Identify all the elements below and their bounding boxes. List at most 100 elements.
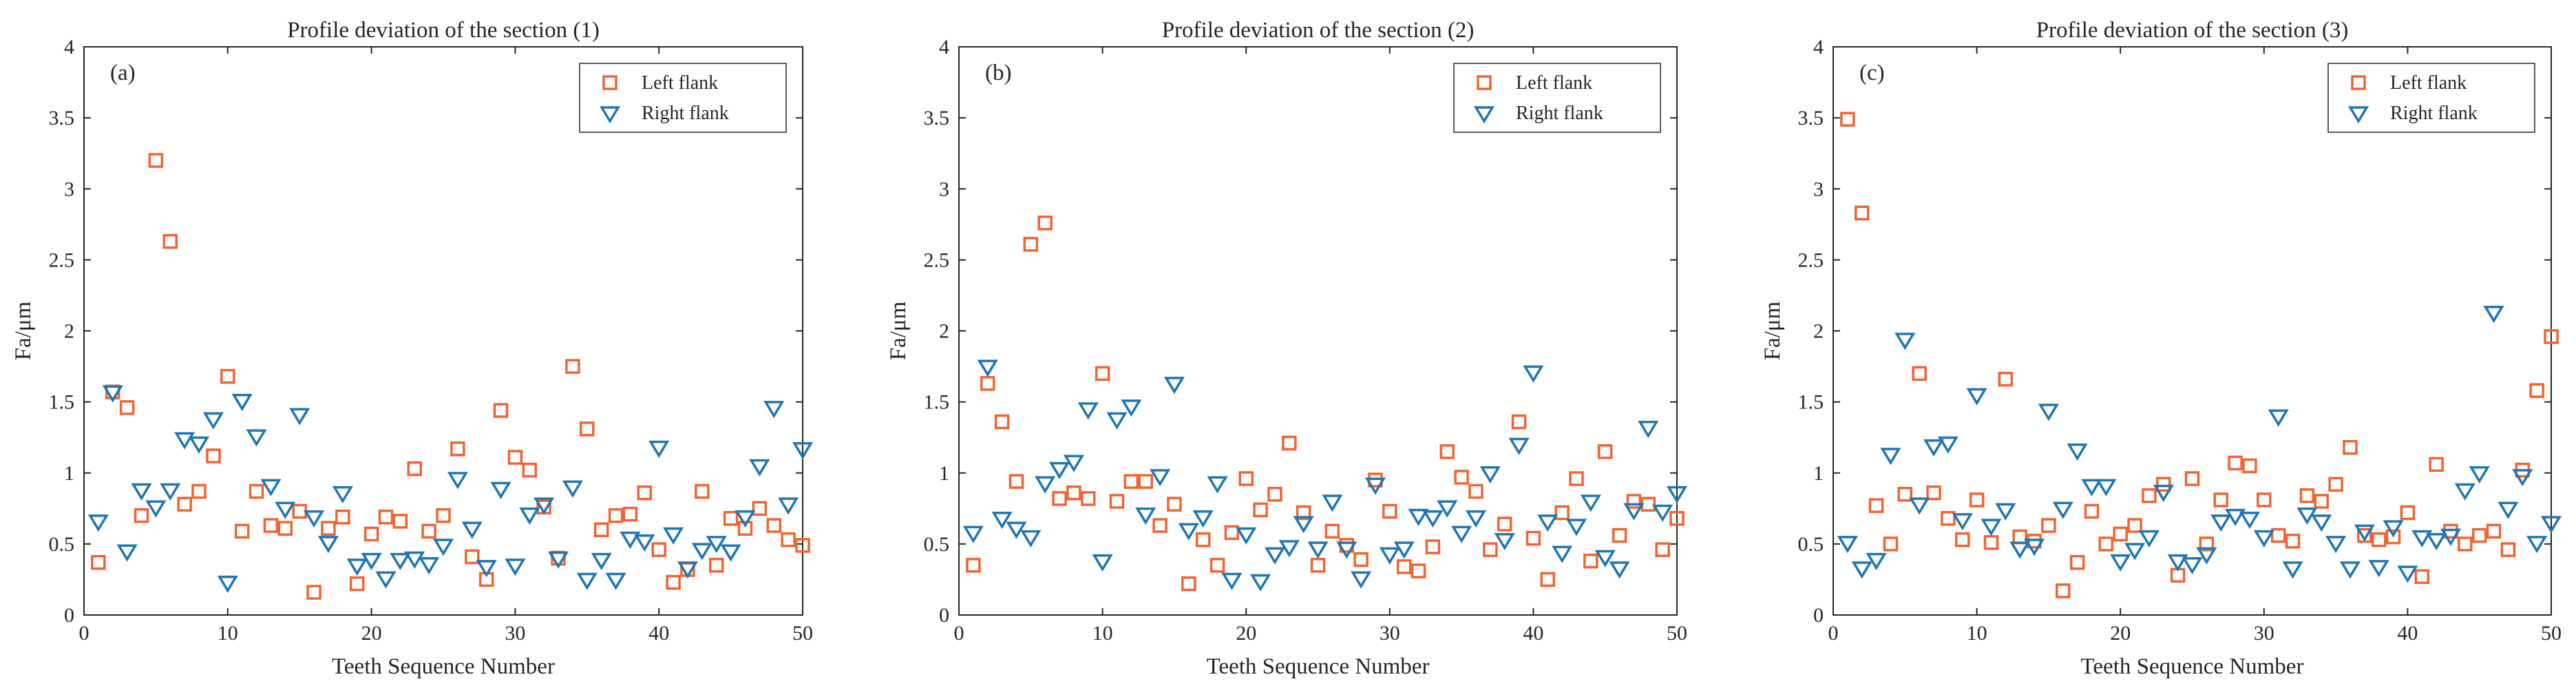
left-flank-point	[2184, 471, 2200, 486]
left-flank-point	[2371, 532, 2387, 547]
right-flank-point	[1163, 377, 1185, 395]
left-flank-point	[1540, 572, 1556, 587]
legend: Left flank Right flank	[2327, 63, 2535, 133]
left-flank-point	[1554, 505, 1570, 521]
left-flank-point	[1009, 474, 1024, 489]
left-flank-point	[507, 450, 523, 465]
right-flank-point	[2397, 565, 2418, 583]
right-flank-point	[2253, 530, 2274, 547]
right-flank-point	[375, 571, 397, 589]
left-flank-point	[1253, 502, 1268, 518]
right-flank-point	[1135, 507, 1157, 525]
y-tick-label: 0	[1813, 604, 1824, 627]
panel-3: Profile deviation of the section (3) (c) 0…	[1760, 18, 2562, 679]
left-flank-point	[1224, 525, 1240, 541]
right-flank-point	[447, 472, 468, 490]
left-flank-point	[1066, 485, 1081, 501]
x-tick-label: 0	[79, 622, 89, 645]
panel-label: (b)	[985, 61, 1011, 85]
left-flank-point	[363, 526, 379, 542]
right-flank-point	[1121, 399, 1142, 417]
right-flank-point	[2512, 469, 2533, 487]
y-tick-label: 1	[64, 462, 74, 485]
left-flank-point	[1080, 491, 1096, 506]
y-tick-label: 0.5	[1798, 533, 1824, 556]
left-flank-point	[1983, 535, 1999, 550]
left-flank-point	[134, 508, 149, 523]
left-flank-point	[1497, 517, 1512, 532]
right-flank-point	[1666, 486, 1688, 504]
left-flank-point	[2385, 529, 2401, 545]
right-flank-point	[1307, 541, 1329, 559]
right-flank-point	[648, 440, 670, 459]
left-flank-point	[966, 558, 981, 573]
left-flank-point	[622, 506, 638, 522]
left-flank-point	[119, 400, 135, 415]
left-flank-point	[2299, 488, 2315, 503]
left-flank-point	[1569, 471, 1584, 486]
left-flank-point	[407, 461, 422, 477]
right-flank-point	[1221, 572, 1243, 590]
right-flank-point	[2311, 514, 2332, 532]
left-flank-point	[608, 508, 624, 523]
legend-label: Left flank	[1516, 72, 1592, 94]
right-flank-point	[1020, 530, 1042, 547]
y-tick-label: 1	[1813, 462, 1824, 485]
x-tick-label: 10	[218, 622, 238, 645]
right-flank-point	[634, 534, 655, 552]
legend-label: Right flank	[2390, 103, 2478, 124]
left-flank-point	[1897, 486, 1913, 502]
y-tick-label: 1.5	[924, 391, 950, 414]
left-flank-point	[580, 421, 595, 437]
y-axis-label: Fa/μm	[1760, 301, 1785, 360]
left-flank-point	[234, 523, 250, 539]
y-tick-label: 3	[64, 178, 74, 200]
right-flank-point	[2110, 554, 2131, 572]
right-flank-point	[303, 510, 325, 528]
left-flank-point	[695, 483, 710, 499]
left-flank-point	[2414, 569, 2430, 585]
legend-marker-square	[1477, 75, 1492, 90]
right-flank-point	[534, 497, 555, 515]
left-flank-point	[2458, 536, 2473, 552]
right-flank-point	[2383, 520, 2404, 538]
right-flank-point	[432, 539, 454, 556]
y-tick-label: 4	[939, 36, 949, 59]
right-flank-point	[2325, 536, 2347, 554]
right-flank-point	[763, 401, 785, 419]
panel-1: Profile deviation of the section (1) (a) 0…	[11, 18, 814, 679]
right-flank-point	[231, 393, 253, 411]
left-flank-point	[1152, 518, 1168, 533]
y-tick-label: 0	[939, 604, 949, 627]
left-flank-point	[1525, 530, 1541, 546]
legend-marker-square	[602, 75, 617, 90]
chart-title: Profile deviation of the section (1)	[287, 18, 600, 43]
left-flank-point	[1854, 205, 1870, 221]
y-tick-label: 4	[1813, 36, 1824, 59]
left-flank-point	[2056, 583, 2071, 598]
left-flank-point	[220, 368, 235, 384]
right-flank-point	[749, 459, 770, 477]
right-flank-point	[1207, 476, 1228, 494]
right-flank-point	[1293, 516, 1314, 534]
left-flank-point	[1912, 366, 1927, 382]
right-flank-point	[547, 551, 569, 569]
right-flank-point	[2167, 554, 2188, 572]
right-flank-point	[490, 481, 511, 499]
y-tick-label: 3.5	[1798, 107, 1824, 129]
right-flank-point	[1851, 561, 1872, 579]
legend-label: Right flank	[642, 103, 729, 124]
left-flank-point	[378, 509, 394, 525]
left-flank-point	[723, 511, 739, 526]
right-flank-point	[87, 514, 109, 532]
right-flank-point	[778, 497, 799, 515]
left-flank-point	[2228, 455, 2243, 471]
left-flank-point	[421, 523, 436, 539]
right-flank-point	[1952, 513, 1973, 531]
left-flank-point	[1123, 474, 1139, 489]
right-flank-point	[605, 572, 626, 590]
left-flank-point	[2328, 477, 2343, 492]
right-flank-point	[1035, 476, 1056, 494]
left-flank-point	[1353, 552, 1369, 567]
y-tick-label: 3	[1813, 178, 1824, 200]
